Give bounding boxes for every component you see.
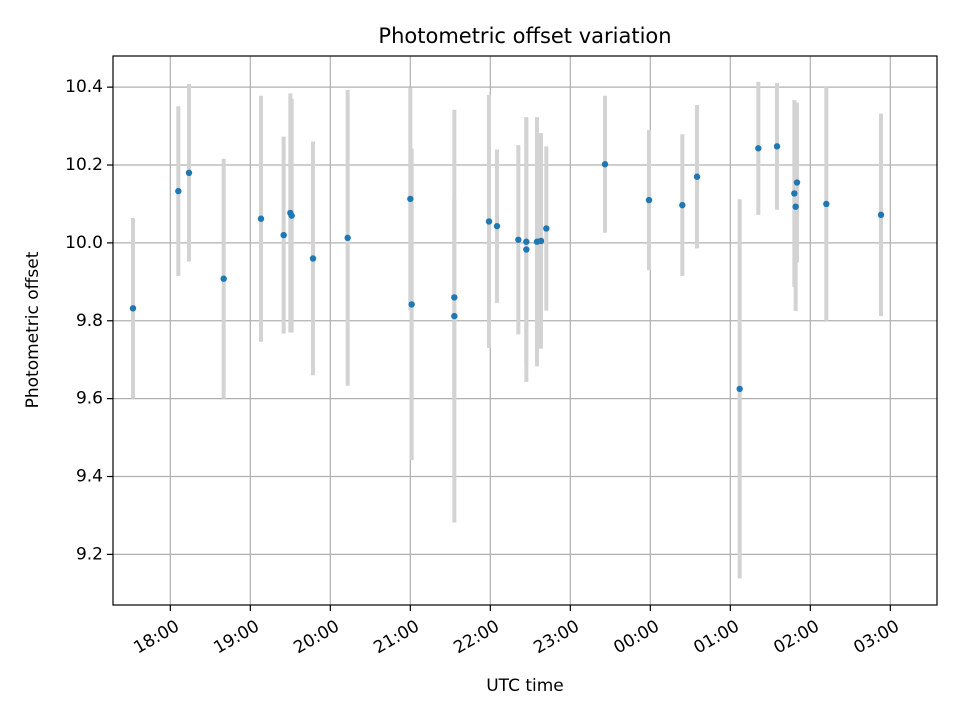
- data-point: [877, 211, 885, 219]
- y-tick-label: 10.0: [65, 233, 103, 253]
- data-point: [515, 236, 522, 243]
- y-tick-label: 10.4: [65, 77, 103, 97]
- data-point: [793, 179, 801, 186]
- data-point: [175, 187, 182, 195]
- data-point: [493, 222, 501, 230]
- y-tick-label: 9.4: [76, 467, 103, 487]
- data-point: [693, 173, 701, 180]
- data-point: [792, 203, 799, 210]
- data-point: [773, 143, 781, 150]
- plot-frame: [112, 55, 938, 606]
- data-point: [288, 212, 295, 219]
- data-point: [129, 305, 137, 312]
- chart-title: Photometric offset variation: [378, 24, 671, 48]
- y-tick-label: 9.2: [76, 544, 103, 564]
- data-point: [280, 231, 287, 239]
- data-point: [601, 161, 609, 168]
- data-point: [543, 225, 550, 232]
- data-point: [451, 312, 458, 320]
- x-axis-label: UTC time: [486, 676, 564, 696]
- data-point: [755, 145, 762, 152]
- data-point: [451, 294, 458, 301]
- data-point: [523, 246, 530, 253]
- data-point: [344, 234, 351, 242]
- data-point: [185, 169, 193, 177]
- y-tick-label: 10.2: [65, 155, 103, 175]
- y-tick-label: 9.8: [76, 311, 103, 331]
- y-tick-label: 9.6: [76, 389, 103, 409]
- data-point: [791, 190, 798, 197]
- y-axis-label: Photometric offset: [23, 251, 43, 408]
- data-point: [679, 201, 686, 209]
- data-point: [220, 275, 227, 282]
- data-point: [823, 200, 830, 208]
- data-point: [485, 218, 493, 225]
- data-point: [736, 385, 743, 393]
- point-layer: [129, 143, 885, 393]
- data-point: [407, 195, 414, 203]
- data-point: [309, 255, 317, 262]
- data-point: [257, 215, 265, 222]
- data-point: [523, 238, 530, 245]
- data-point: [645, 196, 653, 204]
- data-point: [537, 237, 545, 245]
- data-point: [408, 301, 415, 308]
